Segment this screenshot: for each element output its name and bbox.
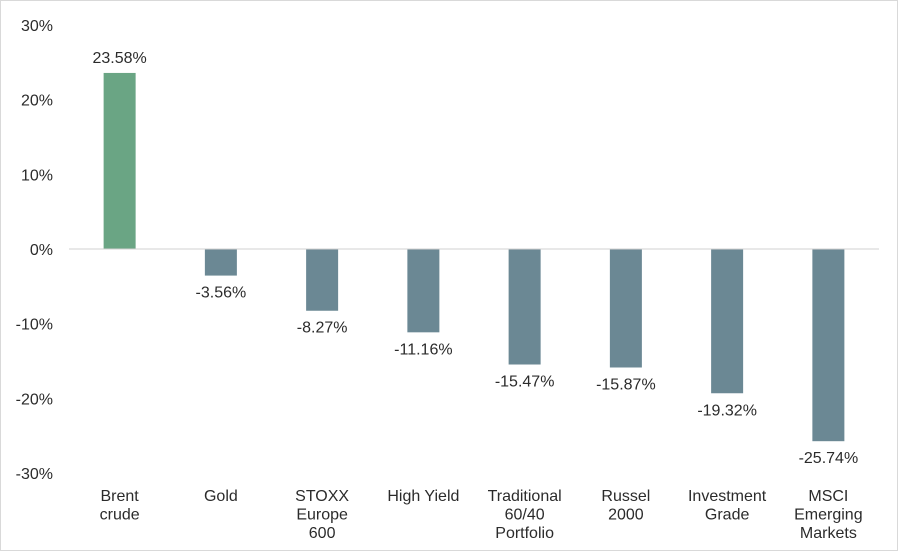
x-tick-label: Gold (204, 488, 238, 505)
data-label: -8.27% (297, 320, 348, 337)
x-tick-label: MSCI (808, 488, 848, 505)
bars-group (103, 72, 845, 442)
y-tick-label: -10% (16, 317, 53, 334)
bar (711, 249, 744, 394)
data-label: -11.16% (394, 341, 452, 358)
data-label: 23.58% (92, 50, 146, 67)
bar (508, 249, 541, 365)
y-tick-label: 30% (21, 18, 53, 35)
x-tick-label: Europe (296, 507, 348, 524)
y-axis: 30% 20% 10% 0% -10% -20% -30% (16, 18, 53, 483)
y-tick-label: 0% (30, 242, 53, 259)
x-tick-label: 60/40 (505, 507, 545, 524)
x-tick-label: Russel (601, 488, 650, 505)
y-tick-label: 10% (21, 167, 53, 184)
x-tick-label: STOXX (295, 488, 349, 505)
x-tick-label: Investment (688, 488, 767, 505)
x-tick-label: Portfolio (495, 525, 554, 542)
bar (609, 249, 642, 368)
x-tick-label: crude (100, 507, 140, 524)
data-label: -19.32% (697, 402, 757, 419)
data-labels: 23.58% -3.56% -8.27% -11.16% -15.47% -15.87% -… (92, 50, 858, 467)
bar (306, 249, 339, 311)
y-tick-label: -20% (16, 391, 53, 408)
x-tick-label: Brent (101, 488, 140, 505)
x-tick-label: 600 (309, 525, 336, 542)
y-tick-label: -30% (16, 466, 53, 483)
data-label: -3.56% (196, 285, 247, 302)
data-label: -15.47% (495, 374, 555, 391)
bar (812, 249, 845, 442)
bar (407, 249, 440, 333)
x-tick-label: 2000 (608, 507, 644, 524)
x-tick-label: Markets (800, 525, 857, 542)
bar (204, 249, 237, 276)
x-tick-label: Traditional (488, 488, 562, 505)
x-tick-label: Grade (705, 507, 750, 524)
y-tick-label: 20% (21, 93, 53, 110)
data-label: -15.87% (596, 376, 656, 393)
x-tick-label: High Yield (387, 488, 459, 505)
bar (103, 72, 136, 249)
x-tick-label: Emerging (794, 507, 862, 524)
data-label: -25.74% (799, 450, 859, 467)
